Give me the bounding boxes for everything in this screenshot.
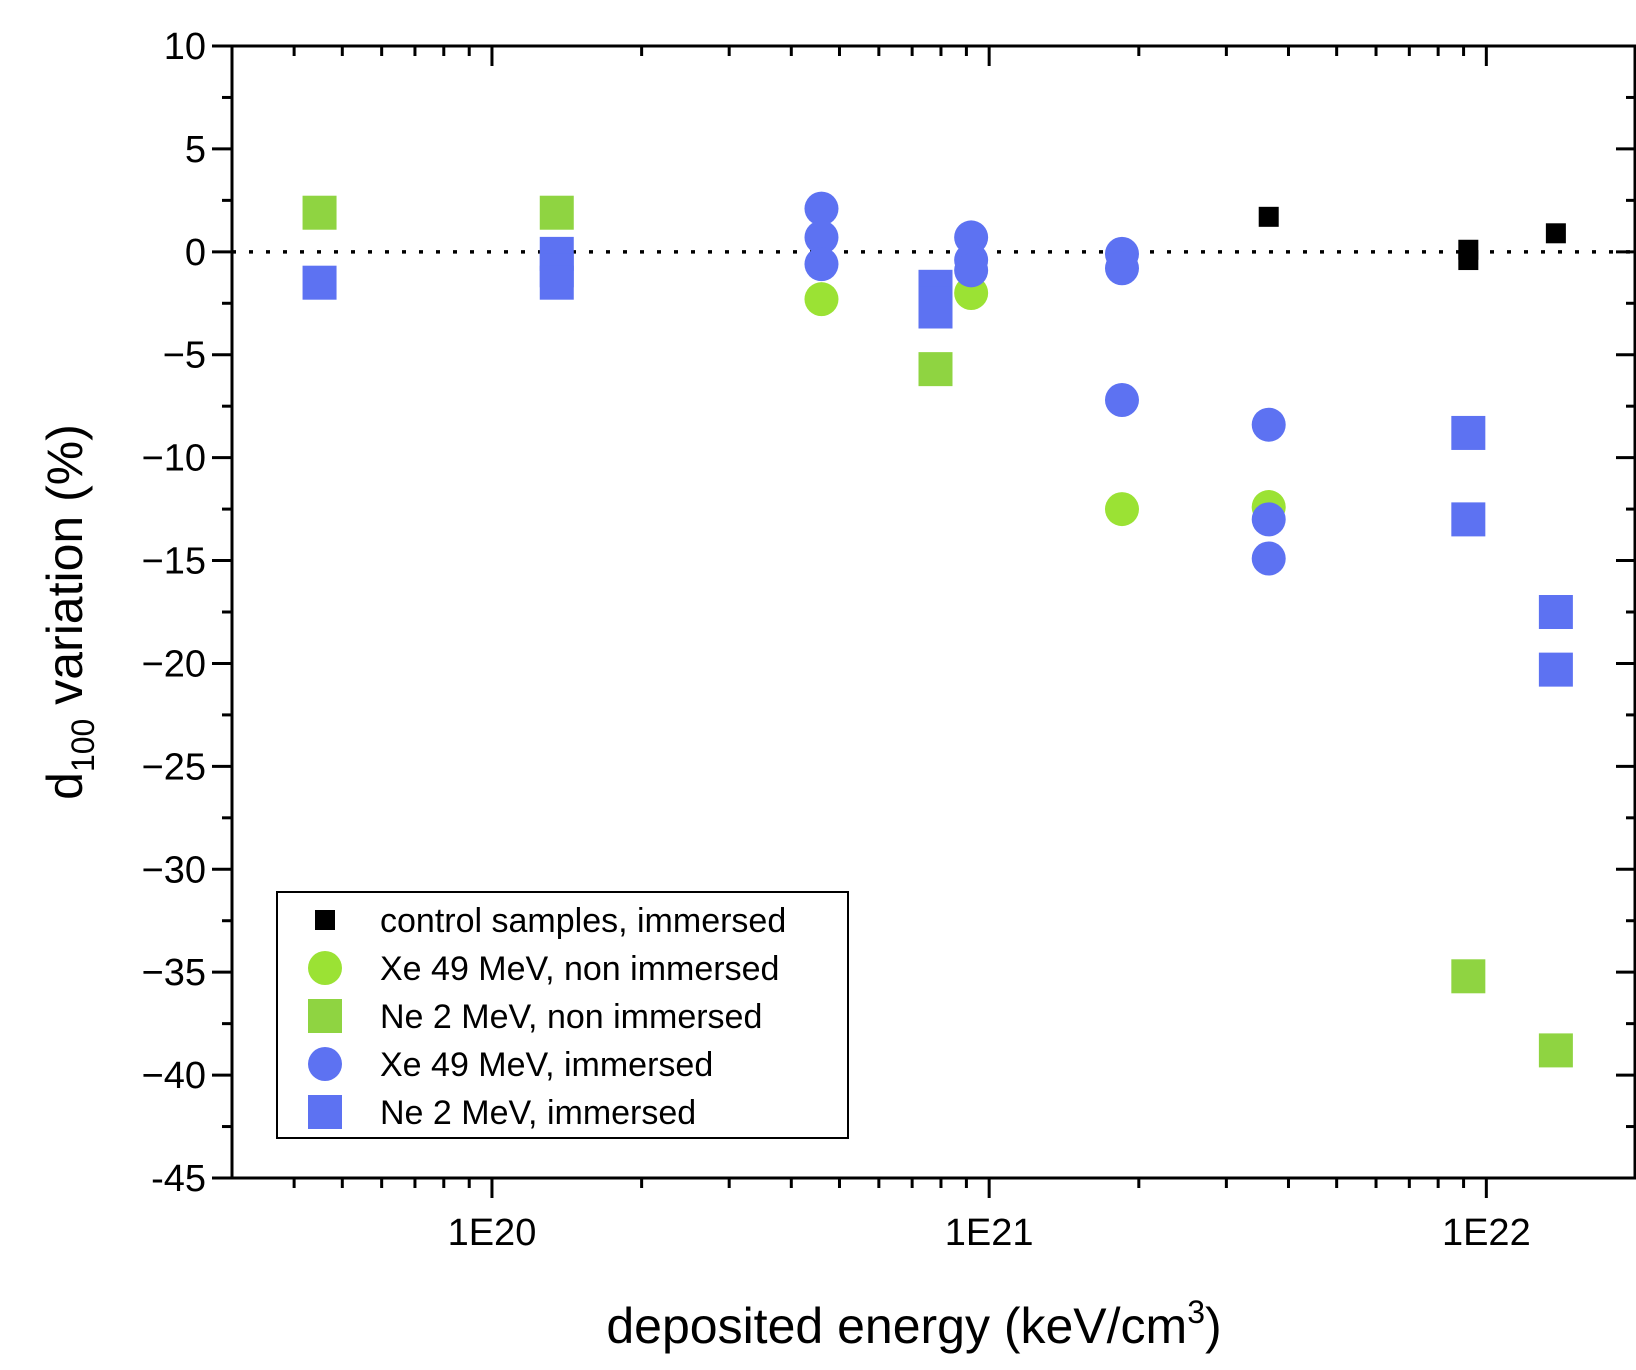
data-point	[1451, 502, 1486, 537]
legend-entry: control samples, immersed	[315, 902, 786, 940]
y-tick-label: -45	[151, 1158, 206, 1200]
y-tick-label: −20	[142, 643, 206, 685]
legend-label: control samples, immersed	[380, 902, 786, 940]
data-point	[1458, 250, 1479, 271]
legend-entry: Xe 49 MeV, non immersed	[308, 950, 779, 988]
legend-marker	[308, 951, 342, 985]
x-tick-label: 1E20	[448, 1212, 537, 1254]
data-point	[1451, 415, 1486, 450]
data-point	[1251, 541, 1286, 576]
data-point	[1451, 959, 1486, 994]
y-axis-title: d100 variation (%)	[37, 424, 101, 800]
data-point	[804, 282, 839, 317]
legend-entry: Ne 2 MeV, immersed	[308, 1094, 696, 1132]
data-point	[539, 265, 574, 300]
legend-marker	[308, 999, 342, 1033]
legend-marker	[308, 1047, 342, 1081]
y-tick-label: 0	[185, 232, 206, 274]
legend-marker	[315, 910, 335, 930]
data-point	[1104, 251, 1139, 286]
data-point	[954, 253, 989, 288]
data-point	[1251, 407, 1286, 442]
data-points-layer	[302, 191, 1573, 1068]
data-point	[1251, 502, 1286, 537]
x-tick-label: 1E22	[1442, 1212, 1531, 1254]
data-point	[918, 294, 953, 329]
legend-marker	[308, 1095, 342, 1129]
data-point	[804, 220, 839, 255]
series-3	[302, 195, 1573, 1068]
legend-entry: Xe 49 MeV, immersed	[308, 1046, 713, 1084]
series-5	[302, 236, 1573, 687]
y-tick-label: −35	[142, 952, 206, 994]
series-1	[1258, 206, 1566, 271]
data-point	[1538, 595, 1573, 629]
legend-label: Xe 49 MeV, immersed	[380, 1046, 713, 1084]
data-point	[539, 195, 574, 230]
legend: control samples, immersed Xe 49 MeV, non …	[276, 891, 849, 1139]
data-point	[1104, 492, 1139, 527]
data-point	[1258, 206, 1279, 227]
legend-entry: Ne 2 MeV, non immersed	[308, 998, 762, 1036]
y-tick-label: 10	[164, 26, 206, 68]
data-point	[1538, 1033, 1573, 1068]
data-point	[804, 247, 839, 282]
data-point	[1545, 223, 1566, 244]
y-tick-label: −15	[142, 541, 206, 583]
data-point	[1538, 652, 1573, 687]
legend-box	[276, 891, 849, 1139]
data-point	[302, 265, 337, 300]
legend-label: Xe 49 MeV, non immersed	[380, 950, 779, 988]
x-axis-title: deposited energy (keV/cm3)	[606, 1294, 1221, 1354]
y-tick-label: −40	[142, 1055, 206, 1097]
legend-label: Ne 2 MeV, immersed	[380, 1094, 696, 1132]
y-tick-label: 5	[185, 129, 206, 171]
legend-label: Ne 2 MeV, non immersed	[380, 998, 762, 1036]
y-tick-label: −5	[163, 335, 206, 377]
data-point	[1104, 383, 1139, 418]
series-4	[804, 191, 1286, 576]
x-tick-label: 1E21	[945, 1212, 1034, 1254]
y-tick-label: −10	[142, 438, 206, 480]
axes-layer: 10 5 0 −5 −10 −15 −20 −25 −30 −35 −40 -45 1E20 1E21 1E…	[142, 26, 1636, 1254]
axis-titles: deposited energy (keV/cm3) d100 variation…	[37, 424, 1222, 1354]
data-point	[804, 191, 839, 226]
y-tick-label: −30	[142, 849, 206, 891]
y-tick-label: −25	[142, 746, 206, 788]
data-point	[918, 352, 953, 387]
data-point	[302, 195, 337, 230]
